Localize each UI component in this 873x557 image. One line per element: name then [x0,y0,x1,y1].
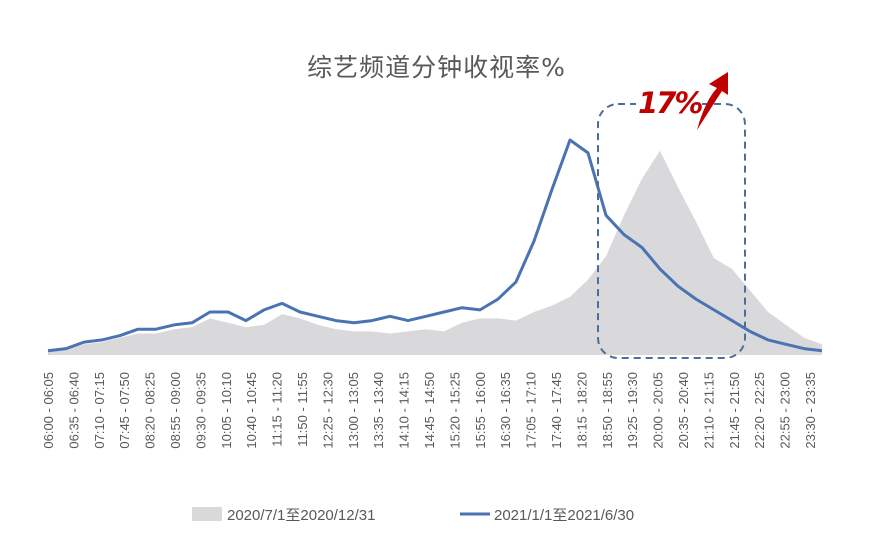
chart-title: 综艺频道分钟收视率% [307,53,566,82]
x-tick-label: 06:35 - 06:40 [66,372,81,449]
x-tick-label: 07:10 - 07:15 [92,372,107,449]
x-tick-label: 11:50 - 11:55 [295,372,310,447]
callout-background [636,78,696,120]
x-tick-label: 14:45 - 14:50 [422,372,437,449]
legend-swatch-area [192,507,222,521]
x-tick-label: 10:40 - 10:45 [244,372,259,449]
series-line-2021 [47,138,823,353]
x-tick-label: 20:35 - 20:40 [676,372,691,449]
legend: 2020/7/1至2020/12/31 2021/1/1至2021/6/30 [192,507,634,524]
legend-label: 2020/7/1至2020/12/31 [227,507,375,524]
x-tick-label: 20:00 - 20:05 [651,372,666,449]
x-tick-label: 12:25 - 12:30 [320,372,335,449]
x-tick-label: 08:55 - 09:00 [168,372,183,449]
x-tick-label: 18:15 - 18:20 [574,372,589,449]
x-tick-label: 21:45 - 21:50 [727,372,742,449]
x-tick-label: 08:20 - 08:25 [143,372,158,449]
up-right-arrow-icon [697,72,728,130]
x-tick-label: 13:00 - 13:05 [346,372,361,449]
x-tick-label: 15:20 - 15:25 [447,372,462,449]
x-tick-label: 23:30 - 23:35 [803,372,818,449]
x-tick-label: 10:05 - 10:10 [219,372,234,449]
callout-label: 17% [638,86,702,120]
x-tick-label: 21:10 - 21:15 [701,372,716,449]
x-tick-label: 06:00 - 06:05 [41,372,56,449]
x-tick-label: 16:30 - 16:35 [498,372,513,449]
x-tick-label: 22:55 - 23:00 [778,372,793,449]
x-tick-label: 22:20 - 22:25 [752,372,767,449]
x-tick-label: 13:35 - 13:40 [371,372,386,449]
x-tick-label: 17:40 - 17:45 [549,372,564,449]
x-tick-label: 15:55 - 16:00 [473,372,488,449]
x-tick-label: 07:45 - 07:50 [117,372,132,449]
x-tick-label: 14:10 - 14:15 [397,372,412,449]
x-tick-label: 18:50 - 18:55 [600,372,615,449]
x-tick-label: 17:05 - 17:10 [524,372,539,449]
x-tick-label: 11:15 - 11:20 [270,372,285,447]
legend-label: 2021/1/1至2021/6/30 [494,507,634,524]
series-area-2020 [48,150,822,355]
x-tick-label: 09:30 - 09:35 [193,372,208,449]
x-tick-label: 19:25 - 19:30 [625,372,640,449]
